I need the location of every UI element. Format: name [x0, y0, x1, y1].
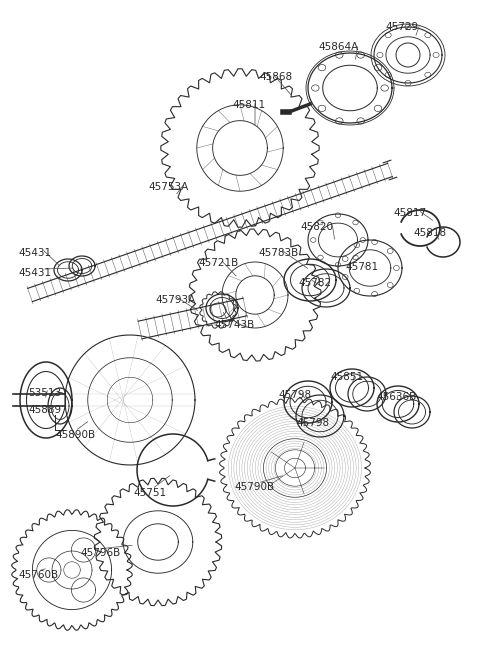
Text: 45743B: 45743B [214, 320, 254, 330]
Text: 45753A: 45753A [148, 182, 188, 192]
Text: 45790B: 45790B [234, 482, 274, 492]
Text: 45890B: 45890B [55, 430, 95, 440]
Text: 45729: 45729 [385, 22, 418, 32]
Text: 45431: 45431 [18, 268, 51, 278]
Text: 45798: 45798 [296, 418, 329, 428]
Text: 45796B: 45796B [80, 548, 120, 558]
Text: 53513: 53513 [28, 388, 61, 398]
Text: 45782: 45782 [298, 278, 331, 288]
Text: 45817: 45817 [393, 208, 426, 218]
Text: 45820: 45820 [300, 222, 333, 232]
Text: 45868: 45868 [259, 72, 292, 82]
Text: 45751: 45751 [133, 488, 166, 498]
Text: 45760B: 45760B [18, 570, 58, 580]
Text: 45636B: 45636B [376, 392, 416, 402]
Text: 45818: 45818 [413, 228, 446, 238]
Text: 45798: 45798 [278, 390, 311, 400]
Text: 45889: 45889 [28, 405, 61, 415]
Text: 45864A: 45864A [318, 42, 358, 52]
Text: 45781: 45781 [345, 262, 378, 272]
Text: 45811: 45811 [232, 100, 265, 110]
Text: 45851: 45851 [330, 372, 363, 382]
Text: 45783B: 45783B [258, 248, 298, 258]
Text: 45431: 45431 [18, 248, 51, 258]
Text: 45793A: 45793A [155, 295, 195, 305]
Text: 45721B: 45721B [198, 258, 238, 268]
